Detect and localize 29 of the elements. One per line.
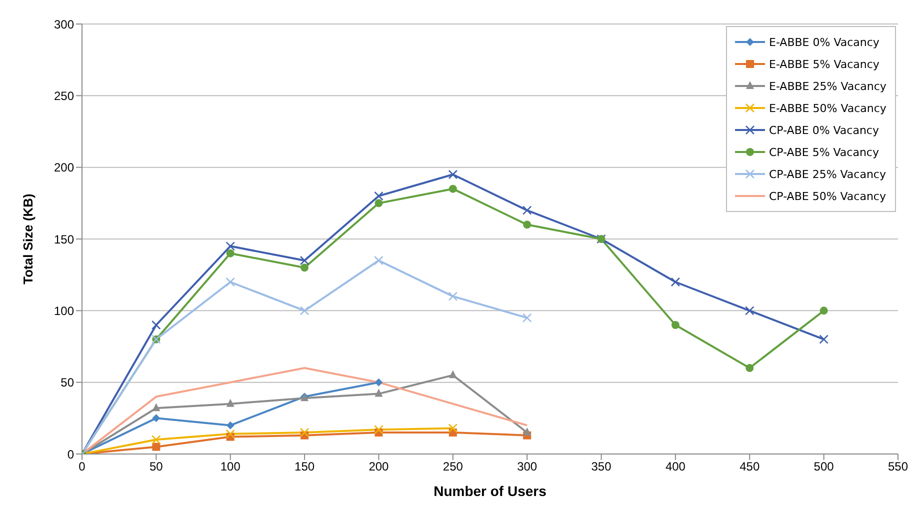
x-tick-label: 400 (665, 460, 686, 474)
x-tick-label: 200 (368, 460, 390, 474)
legend-label: E-ABBE 50% Vacancy (769, 102, 886, 114)
x-tick-label: 300 (517, 460, 538, 474)
legend-label: CP-ABE 25% Vacancy (769, 168, 886, 180)
x-tick-label: 0 (78, 460, 86, 474)
legend-label: E-ABBE 0% Vacancy (769, 36, 880, 48)
x-tick-label: 350 (591, 460, 612, 474)
y-tick-label: 150 (54, 232, 74, 246)
x-tick-label: 50 (150, 460, 164, 474)
x-tick-label: 250 (442, 460, 464, 474)
y-tick-label: 250 (54, 88, 74, 103)
y-axis-title: Total Size (KB) (20, 194, 36, 284)
x-tick-label: 150 (294, 460, 315, 474)
legend-label: CP-ABE 0% Vacancy (769, 124, 879, 136)
x-tick-label: 450 (740, 460, 760, 474)
x-tick-label: 100 (220, 460, 241, 474)
y-tick-label: 200 (54, 160, 74, 175)
legend-label: E-ABBE 5% Vacancy (769, 58, 880, 70)
y-tick-label: 0 (67, 447, 74, 462)
legend-label: E-ABBE 25% Vacancy (769, 80, 886, 92)
x-tick-label: 500 (814, 460, 834, 474)
y-tick-label: 50 (60, 376, 74, 390)
x-axis-title: Number of Users (434, 483, 547, 499)
legend-label: CP-ABE 5% Vacancy (769, 146, 879, 158)
x-tick-label: 550 (888, 460, 908, 474)
legend-label: CP-ABE 50% Vacancy (769, 190, 886, 202)
y-tick-label: 300 (54, 17, 74, 32)
y-tick-label: 100 (54, 304, 74, 318)
